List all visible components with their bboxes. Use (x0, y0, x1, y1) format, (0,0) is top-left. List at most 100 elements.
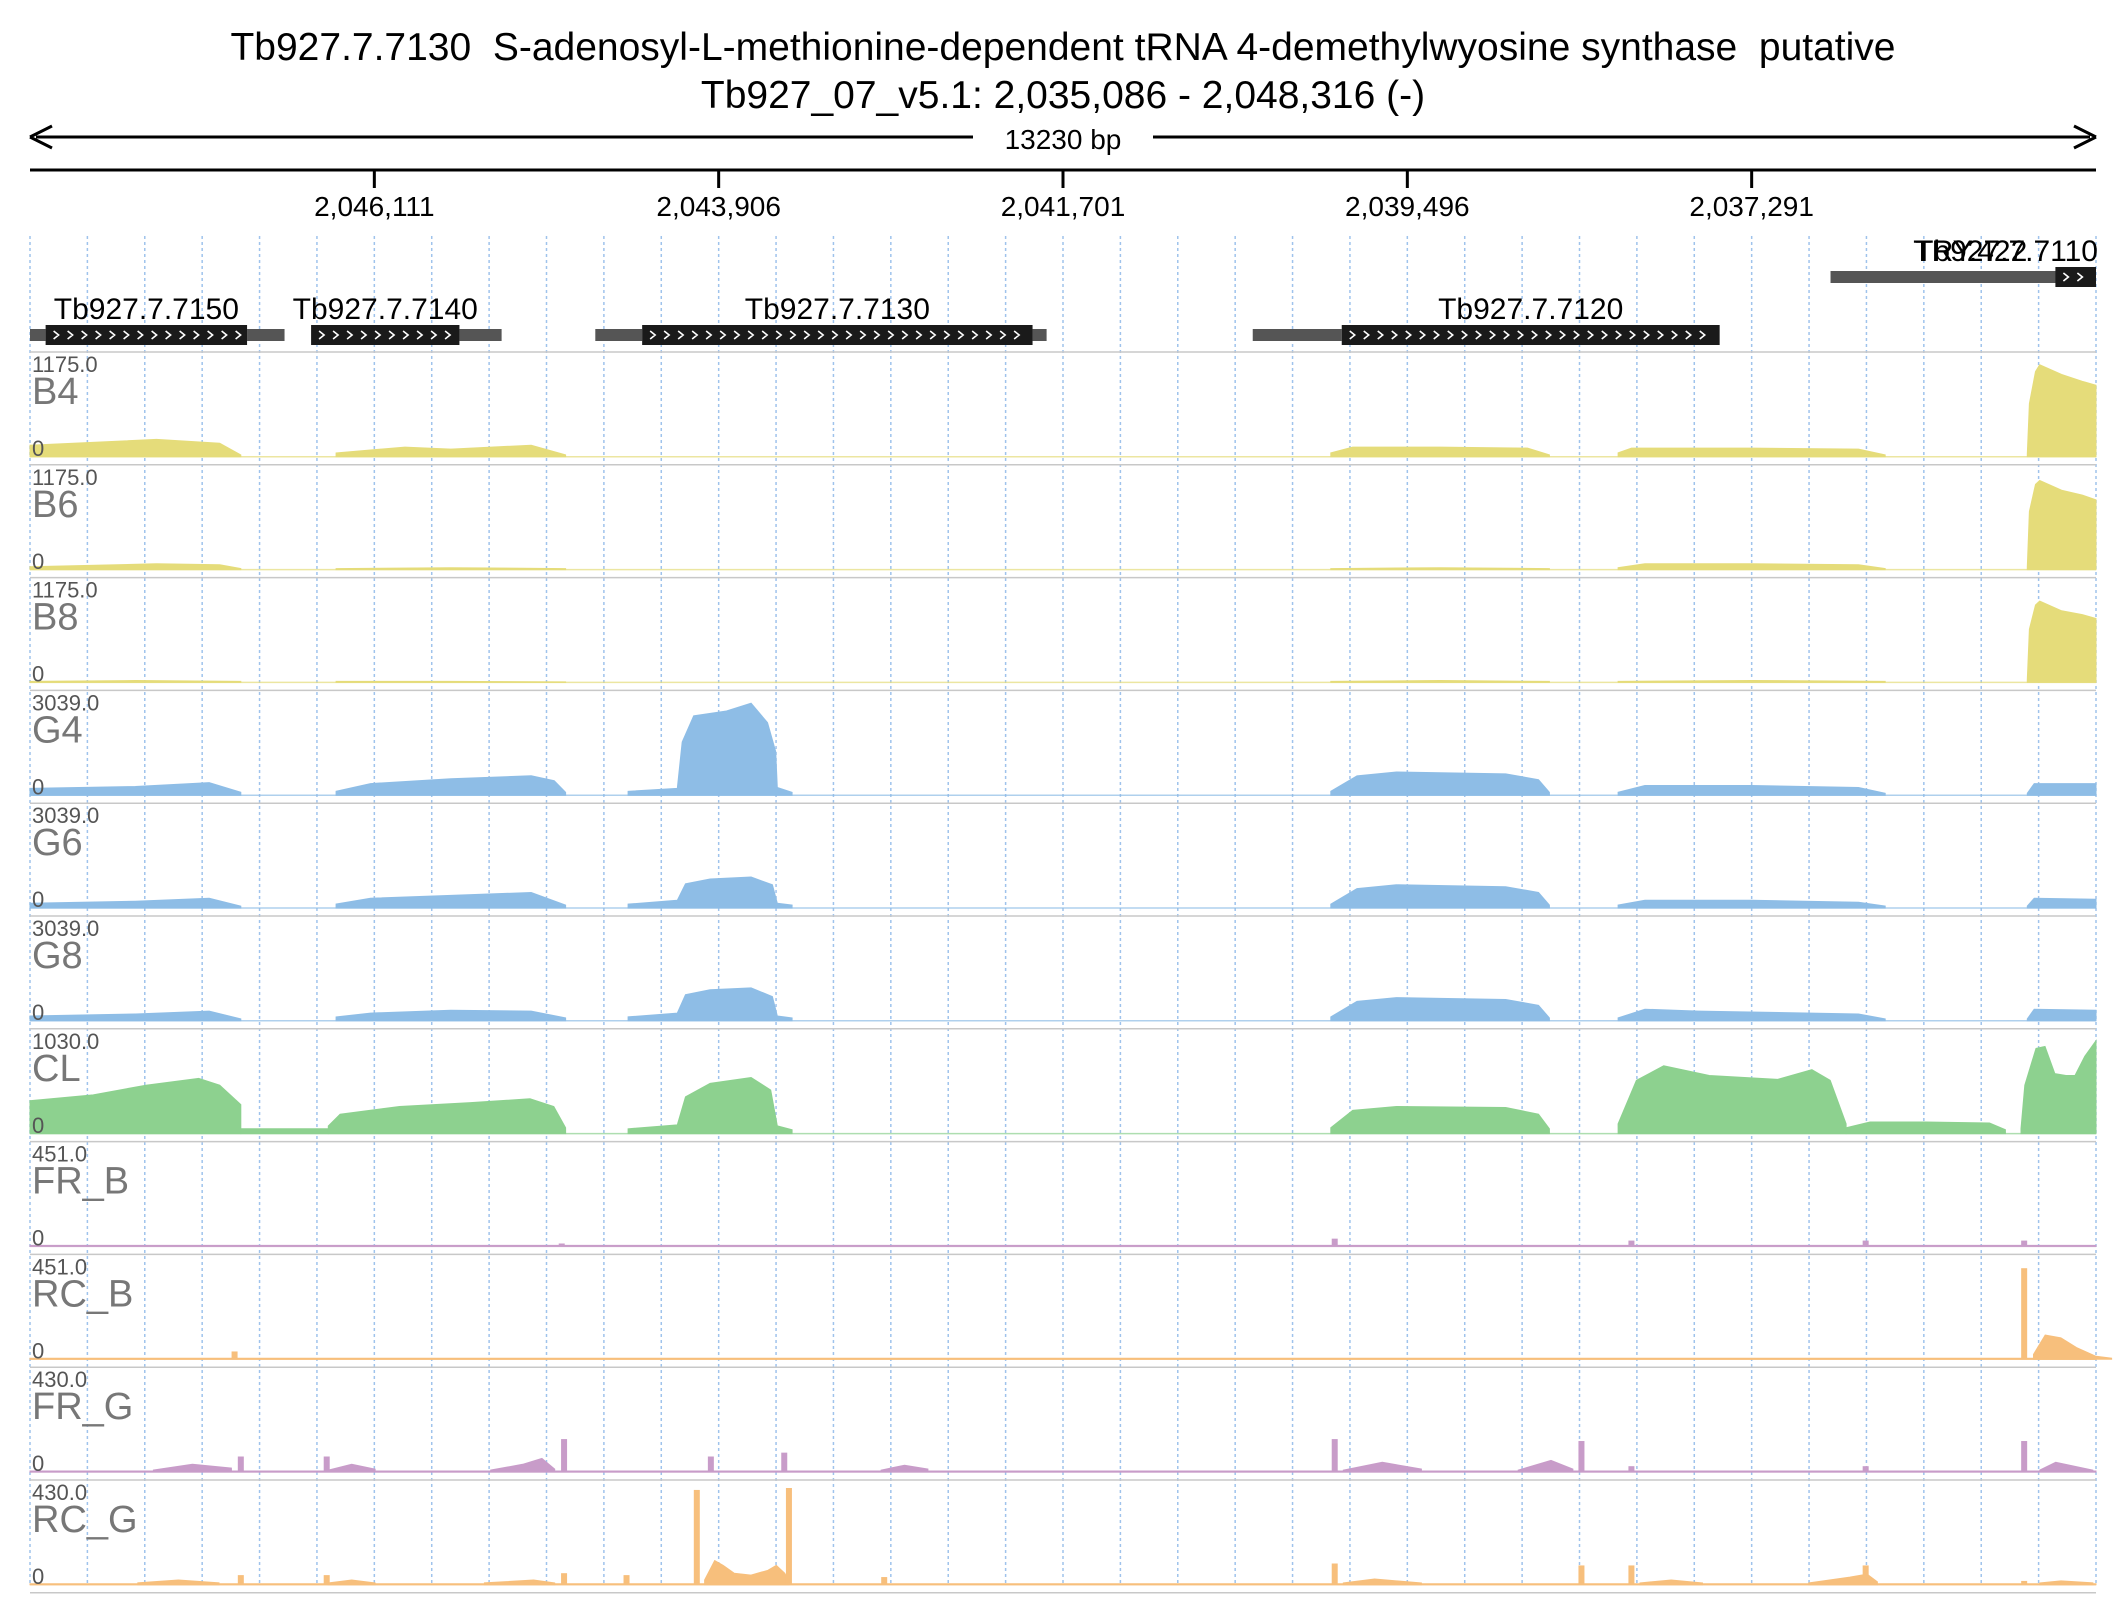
coverage-spike (2021, 1580, 2028, 1585)
track-max-label: 1175.0 (32, 352, 98, 377)
gene-TRY.422: TRY.422 (1830, 235, 2087, 283)
coverage-area (2026, 1008, 2097, 1022)
coverage-area (880, 1464, 929, 1473)
ruler-tick-label: 2,043,906 (656, 191, 781, 222)
ruler-tick-label: 2,037,291 (1689, 191, 1814, 222)
gene-Tb927.7.7130: Tb927.7.7130 (595, 293, 1047, 345)
coverage-spike (2021, 1240, 2028, 1247)
track-b4: 1175.0B4 0 (29, 351, 2097, 461)
track-min-label: 0 (32, 436, 44, 461)
coverage-spike (1628, 1240, 1635, 1247)
gene-utr-block (459, 329, 502, 341)
coverage-spike (781, 1452, 788, 1472)
coverage-area (1330, 1105, 1550, 1135)
ruler-tick-label: 2,039,496 (1345, 191, 1470, 222)
gene-cds-block (1341, 325, 1720, 345)
gene-label: Tb927.7.7110 (1915, 235, 2098, 268)
track-rc-b: 451.0RC_B 0 (29, 1253, 2113, 1363)
track-max-label: 1030.0 (32, 1029, 99, 1054)
coverage-area (627, 876, 793, 909)
coverage-spike (1331, 1563, 1338, 1585)
gene-utr-block (1830, 271, 2087, 283)
coverage-spike (323, 1575, 330, 1585)
coverage-area (490, 1457, 556, 1473)
gene-utr-block (1252, 329, 1342, 341)
track-min-label: 0 (32, 1338, 44, 1363)
track-name: RC_G (32, 1499, 138, 1541)
track-min-label: 0 (32, 1451, 44, 1476)
track-name: G4 (32, 709, 83, 751)
gene-utr-block (30, 329, 46, 341)
coverage-spike (231, 1351, 238, 1360)
coverage-spike (1862, 1240, 1869, 1247)
track-name: G8 (32, 935, 83, 977)
track-min-label: 0 (32, 1113, 44, 1138)
coverage-area (627, 987, 793, 1022)
track-min-label: 0 (32, 1000, 44, 1025)
coverage-area (627, 702, 793, 796)
track-g6: 3039.0G6 0 (29, 802, 2097, 912)
track-max-label: 1175.0 (32, 465, 98, 490)
gene-label: Tb927.7.7130 (745, 293, 930, 326)
coverage-area (2026, 479, 2097, 571)
vertical-gridlines (29, 236, 2097, 1585)
coverage-area (627, 1076, 793, 1135)
coverage-spike (2021, 1441, 2028, 1472)
coverage-area (1617, 1065, 1847, 1135)
coverage-area (2020, 1039, 2097, 1135)
track-rc-g: 430.0RC_G 0 (29, 1479, 2097, 1589)
track-fr-b: 451.0FR_B 0 (29, 1140, 2097, 1251)
track-max-label: 451.0 (32, 1142, 87, 1167)
track-fr-g: 430.0FR_G 0 (29, 1366, 2097, 1476)
coverage-area (1617, 563, 1886, 571)
track-g4: 3039.0G4 0 (29, 689, 2097, 799)
span-arrow-left-head (29, 124, 53, 150)
coverage-spike (561, 1439, 568, 1472)
gene-Tb927.7.7140: Tb927.7.7140 (293, 293, 502, 345)
coverage-spike (2021, 1268, 2028, 1360)
coverage-area (335, 891, 567, 909)
gene-utr-block (2024, 271, 2056, 283)
coverage-area (1617, 447, 1886, 458)
coverage-area (1330, 771, 1550, 796)
gene-strand-chevrons (649, 330, 1021, 340)
coverage-spike (1862, 1565, 1869, 1585)
track-max-label: 3039.0 (32, 803, 99, 828)
coverage-area (29, 1010, 242, 1022)
coverage-area (2032, 1334, 2113, 1360)
coverage-spike (693, 1489, 700, 1585)
coverage-spike (1331, 1238, 1338, 1247)
coverage-area (2026, 897, 2097, 909)
gene-cds-block (45, 325, 248, 345)
track-min-label: 0 (32, 1226, 44, 1251)
coverage-area (29, 1077, 242, 1135)
gene-Tb927.7.7110: Tb927.7.7110 (1915, 235, 2098, 287)
track-min-label: 0 (32, 662, 44, 687)
coverage-spike (707, 1456, 714, 1472)
track-g8: 3039.0G8 0 (29, 915, 2097, 1025)
track-max-label: 430.0 (32, 1367, 87, 1392)
coverage-spike (785, 1488, 792, 1585)
track-name: B8 (32, 597, 78, 639)
coverage-spike (881, 1577, 888, 1585)
gene-Tb927.7.7120: Tb927.7.7120 (1252, 293, 1720, 345)
coverage-area (2026, 600, 2097, 683)
span-label: 13230 bp (1005, 124, 1122, 155)
coverage-area (1330, 884, 1550, 909)
coverage-area (1342, 1461, 1422, 1473)
coverage-area (1617, 899, 1886, 909)
coverage-spike (237, 1456, 244, 1472)
gene-utr-block (247, 329, 285, 341)
coordinate-ruler: 13230 bp 2,046,111 2,043,906 2,041,701 2,039… (29, 124, 2097, 222)
coverage-area (29, 782, 242, 796)
track-cl: 1030.0CL 0 (29, 1028, 2097, 1138)
coverage-area (1517, 1459, 1574, 1473)
track-max-label: 3039.0 (32, 916, 99, 941)
coverage-spike (1331, 1439, 1338, 1472)
coverage-area (1330, 446, 1550, 458)
coverage-area (2026, 783, 2097, 796)
coverage-area (335, 1009, 567, 1022)
coverage-area (29, 438, 242, 458)
track-name: RC_B (32, 1273, 133, 1315)
